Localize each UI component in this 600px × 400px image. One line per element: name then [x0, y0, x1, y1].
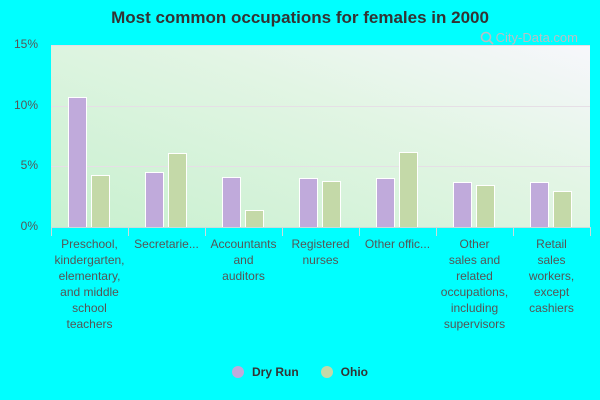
x-tick [513, 227, 514, 236]
watermark-text: City-Data.com [495, 30, 578, 45]
bar-ohio[interactable] [553, 190, 572, 227]
gridline [51, 45, 590, 46]
bar-dry-run[interactable] [145, 172, 164, 227]
x-tick [205, 227, 206, 236]
x-tick [359, 227, 360, 236]
x-tick-label: Secretarie... [134, 237, 199, 251]
x-tick-label: Preschool, kindergarten, elementary, and mi… [54, 237, 125, 331]
bar-ohio[interactable] [245, 210, 264, 227]
y-tick-label: 15% [13, 37, 38, 51]
x-axis-line [51, 227, 590, 228]
legend-swatch-icon [320, 366, 333, 378]
bar-ohio[interactable] [399, 151, 418, 227]
legend: Dry Run Ohio [0, 365, 600, 379]
gridline [51, 105, 590, 107]
x-tick [590, 227, 591, 236]
y-tick-label: 0% [20, 219, 38, 233]
bar-ohio[interactable] [476, 184, 495, 227]
y-tick-label: 5% [20, 158, 38, 173]
legend-label: Ohio [340, 365, 368, 379]
bar-dry-run[interactable] [530, 182, 549, 227]
bar-dry-run[interactable] [453, 182, 472, 227]
bar-ohio[interactable] [168, 153, 187, 227]
x-tick [128, 227, 129, 236]
legend-swatch-icon [232, 366, 244, 378]
x-tick [436, 227, 437, 236]
bar-dry-run[interactable] [299, 178, 318, 227]
bar-ohio[interactable] [322, 180, 341, 227]
x-tick-label: Accountants and auditors [210, 237, 277, 283]
bar-dry-run[interactable] [68, 97, 87, 227]
y-tick-label: 10% [13, 97, 38, 112]
legend-item[interactable]: Ohio [320, 365, 368, 379]
bar-ohio[interactable] [91, 174, 110, 227]
plot-area [51, 45, 590, 227]
magnifier-icon [480, 31, 494, 45]
x-tick-label: Retail sales workers, except cashiers [528, 237, 575, 315]
legend-item[interactable]: Dry Run [232, 365, 299, 379]
x-tick-label: Other offic... [364, 237, 431, 251]
bar-dry-run[interactable] [376, 178, 395, 227]
x-tick-label: Other sales and related occupations, includi… [440, 237, 509, 331]
bar-dry-run[interactable] [222, 177, 241, 227]
chart-title: Most common occupations for females in 2… [111, 8, 489, 27]
x-tick [282, 227, 283, 236]
x-tick-label: Registered nurses [291, 237, 350, 267]
gridline [51, 166, 590, 168]
watermark: City-Data.com [480, 30, 578, 45]
x-tick [51, 227, 52, 236]
legend-label: Dry Run [252, 365, 299, 379]
